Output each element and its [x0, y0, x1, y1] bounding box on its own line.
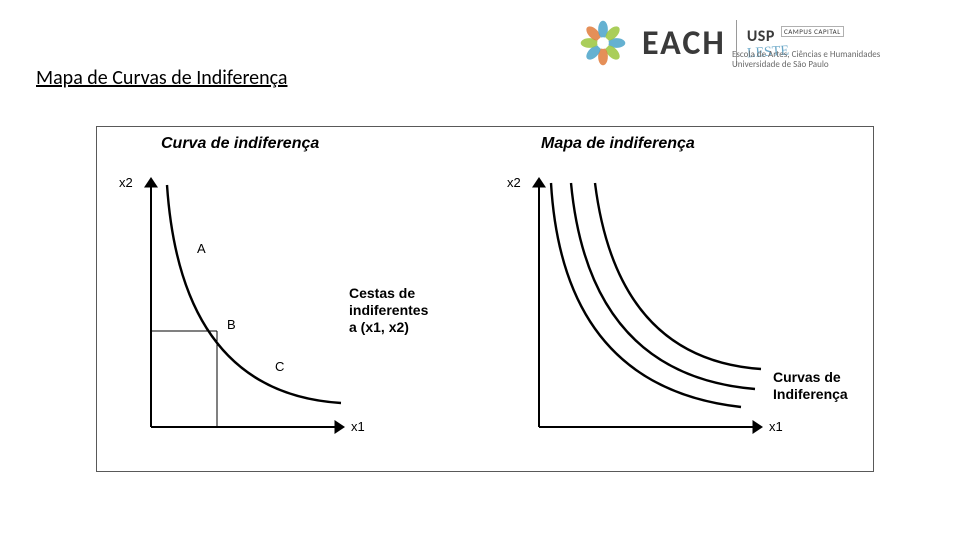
figure-frame: Curva de indiferença x2 x1 A B C Cestas …	[96, 126, 874, 472]
chart-right	[485, 127, 873, 471]
logo-usp-word: USP	[747, 27, 775, 46]
side-label-left-l1: Cestas de	[349, 285, 415, 301]
side-label-right: Curvas de Indiferença	[773, 369, 848, 403]
axis-left-y-label: x2	[119, 175, 133, 190]
logo-each-text: EACH	[642, 23, 726, 64]
page-title: Mapa de Curvas de Indiferença	[36, 66, 287, 90]
point-a-label: A	[197, 241, 206, 256]
side-label-left-l2: indiferentes	[349, 302, 428, 318]
logo-sub-line2: Universidade de São Paulo	[732, 59, 829, 70]
axis-right-x-label: x1	[769, 419, 783, 434]
logo-subtitle: Escola de Artes, Ciências e Humanidades …	[732, 50, 942, 71]
side-label-left-l3: a (x1, x2)	[349, 319, 409, 335]
logo-campus-tag: CAMPUS CAPITAL	[781, 26, 844, 37]
axis-left-x-label: x1	[351, 419, 365, 434]
panel-indifference-map: Mapa de indiferença x2 x1 Curvas de Indi…	[485, 127, 873, 471]
point-c-label: C	[275, 359, 284, 374]
panel-indifference-curve: Curva de indiferença x2 x1 A B C Cestas …	[97, 127, 485, 471]
logo-sub-line1: Escola de Artes, Ciências e Humanidades	[732, 49, 880, 60]
point-b-label: B	[227, 317, 236, 332]
rosette-icon	[572, 12, 634, 74]
side-label-right-l1: Curvas de	[773, 369, 841, 385]
axis-right-y-label: x2	[507, 175, 521, 190]
side-label-left: Cestas de indiferentes a (x1, x2)	[349, 285, 428, 335]
side-label-right-l2: Indiferença	[773, 386, 848, 402]
